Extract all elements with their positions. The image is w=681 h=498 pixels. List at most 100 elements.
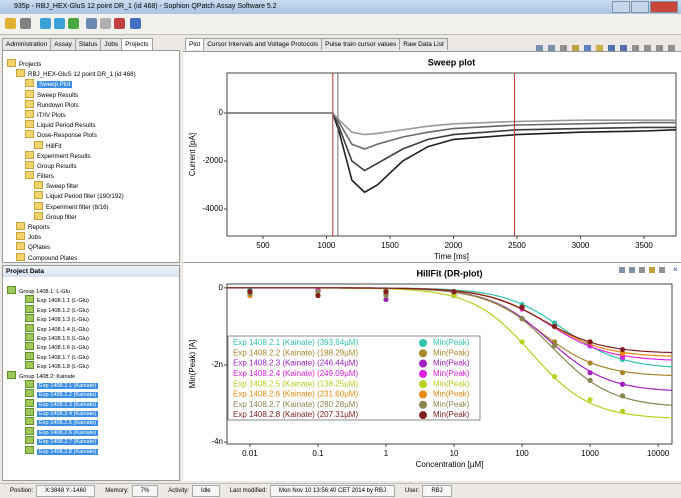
experiment-item[interactable]: Exp 1408.2.3 (Kainate): [3, 398, 179, 408]
tree-item[interactable]: Sweep filter: [3, 181, 179, 191]
experiment-item[interactable]: Exp 1408.1.7 (L-Glu): [3, 351, 179, 361]
tree-item[interactable]: Reports: [3, 222, 179, 232]
experiment-label: Exp 1408.1.6 (L-Glu): [37, 345, 89, 352]
experiment-icon: [25, 323, 34, 332]
status-value: 7%: [131, 485, 159, 497]
data-point: [551, 343, 558, 349]
experiment-icon: [25, 295, 34, 304]
experiment-label: Exp 1408.2.3 (Kainate): [37, 401, 99, 408]
tree-item[interactable]: Projects: [3, 59, 179, 69]
legend-measure: Min(Peak): [433, 390, 470, 399]
group-item[interactable]: Group 1408.1: L-Glu: [3, 286, 179, 295]
tree-item[interactable]: Liquid Period Results: [3, 120, 179, 130]
tree-item[interactable]: Sweep Results: [3, 89, 179, 100]
tool-button[interactable]: [5, 18, 16, 29]
tool-button[interactable]: [68, 18, 79, 29]
status-value: Mon Nov 10 13:56:40 CET 2014 by RBJ: [270, 485, 395, 497]
tab[interactable]: Plot: [185, 38, 205, 50]
legend-swatch: [419, 359, 427, 368]
tree-item[interactable]: Experiment filter (8/16): [3, 201, 179, 212]
experiment-item[interactable]: Exp 1408.2.6 (Kainate): [3, 426, 179, 436]
experiment-label: Exp 1408.1.8 (L-Glu): [37, 364, 89, 371]
experiment-item[interactable]: Exp 1408.2.2 (Kainate): [3, 389, 179, 399]
legend-swatch: [419, 349, 427, 358]
experiment-item[interactable]: Exp 1408.1.8 (L-Glu): [3, 361, 179, 370]
tree-item[interactable]: Group Results: [3, 160, 179, 171]
tree-item[interactable]: Compound Plates: [3, 252, 179, 262]
x-tick-label: 500: [256, 241, 270, 250]
legend-label: Exp 1408.2.3 (Kainate) (246.44µM): [233, 359, 358, 368]
tree-icon: [16, 242, 25, 251]
legend-swatch: [419, 390, 427, 399]
tree-icon: [16, 222, 25, 230]
tool-button[interactable]: [40, 18, 51, 29]
tree-item[interactable]: Experiment Results: [3, 150, 179, 161]
y-axis-title: Min(Peak) [A]: [188, 340, 197, 388]
tool-button[interactable]: [86, 18, 97, 29]
chart-title: HillFit (DR-plot): [417, 268, 483, 278]
tree-item[interactable]: Rundown Plots: [3, 99, 179, 110]
status-value: RBJ: [422, 485, 452, 497]
tab[interactable]: Pulse train cursor values: [321, 38, 401, 50]
tool-button[interactable]: [54, 18, 65, 29]
experiment-item[interactable]: Exp 1408.2.7 (Kainate): [3, 436, 179, 446]
data-point: [619, 381, 626, 387]
tree-label: Jobs: [28, 234, 42, 242]
tree-item[interactable]: HillFit: [3, 140, 179, 151]
tab[interactable]: Cursor Intervals and Voltage Protocols: [203, 38, 323, 50]
experiment-label: Exp 1408.1.1 (L-Glu): [37, 298, 89, 305]
hillfit-plot: × HillFit (DR-plot) 0.01 0.1 1 10 100 1000 1000…: [183, 262, 681, 481]
data-point: [247, 289, 253, 295]
legend-label: Exp 1408.2.6 (Kainate) (231.60µM): [233, 390, 358, 399]
tree-item[interactable]: QPlates: [3, 242, 179, 252]
tab[interactable]: Jobs: [100, 38, 123, 50]
tool-button[interactable]: [20, 18, 31, 29]
data-point: [451, 292, 457, 299]
experiment-item[interactable]: Exp 1408.2.5 (Kainate): [3, 417, 179, 427]
tree-item[interactable]: Jobs: [3, 232, 179, 242]
plot-tools[interactable]: [534, 44, 678, 53]
tab[interactable]: Assay: [50, 38, 76, 50]
experiment-item[interactable]: Exp 1408.1.6 (L-Glu): [3, 342, 179, 351]
experiment-item[interactable]: Exp 1408.2.8 (Kainate): [3, 445, 179, 455]
experiment-item[interactable]: Exp 1408.2.1 (Kainate): [3, 379, 179, 389]
experiment-item[interactable]: Exp 1408.1.3 (L-Glu): [3, 314, 179, 323]
tab[interactable]: Administration: [2, 38, 52, 50]
tree-label: Liquid Period Results: [37, 122, 96, 130]
tree-label: Liquid Period filter (190/192): [46, 193, 124, 201]
fit-curve: [227, 287, 672, 354]
tree-label: IT/IV Plots: [37, 111, 66, 119]
experiment-item[interactable]: Exp 1408.1.1 (L-Glu): [3, 295, 179, 304]
tree-label: Sweep Plot: [37, 81, 73, 89]
tree-item[interactable]: Filters: [3, 171, 179, 181]
tree-item[interactable]: IT/IV Plots: [3, 109, 179, 120]
experiment-icon: [25, 426, 34, 435]
experiment-item[interactable]: Exp 1408.1.5 (L-Glu): [3, 332, 179, 342]
tree-item[interactable]: Group filter: [3, 211, 179, 222]
data-point: [551, 373, 558, 380]
tree-item[interactable]: Liquid Period filter (190/192): [3, 191, 179, 201]
legend-label: Exp 1408.2.5 (Kainate) (138.25µM): [233, 379, 358, 388]
tree-item[interactable]: Sweep Plot: [3, 79, 179, 89]
experiment-item[interactable]: Exp 1408.1.4 (L-Glu): [3, 323, 179, 333]
x-axis-title: Concentration [µM]: [416, 460, 484, 469]
tool-button[interactable]: [130, 18, 141, 29]
data-point: [315, 289, 321, 295]
tree-item[interactable]: Dose-Response Plots: [3, 130, 179, 140]
tree-label: Sweep filter: [46, 183, 79, 191]
experiment-item[interactable]: Exp 1408.2.4 (Kainate): [3, 408, 179, 418]
tab[interactable]: Raw Data List: [399, 38, 448, 50]
x-tick-label: 0.01: [242, 449, 258, 458]
legend-swatch: [419, 400, 427, 409]
tool-button[interactable]: [114, 18, 125, 29]
tab[interactable]: Status: [74, 38, 102, 50]
group-item[interactable]: Group 1408.2: Kainate: [3, 370, 179, 380]
tool-button[interactable]: [100, 18, 111, 29]
tab[interactable]: Projects: [121, 38, 153, 50]
group-label: Group 1408.1: L-Glu: [19, 289, 70, 295]
tree-label: Projects: [19, 61, 42, 68]
tree-item[interactable]: RBJ_HEX-GluS 12 point DR_1 (id 468): [3, 69, 179, 79]
window-buttons[interactable]: [611, 1, 678, 13]
experiment-icon: [25, 445, 34, 454]
experiment-item[interactable]: Exp 1408.1.2 (L-Glu): [3, 304, 179, 314]
